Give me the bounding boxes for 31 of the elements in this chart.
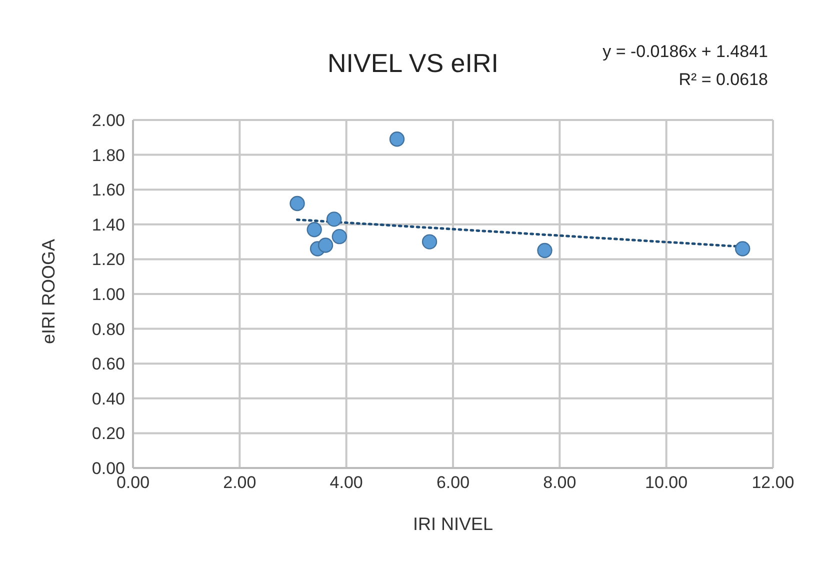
y-axis-title: eIRI ROOGA (38, 238, 58, 344)
x-tick-label: 8.00 (543, 473, 576, 492)
x-tick-label: 12.00 (752, 473, 794, 492)
point (735, 241, 750, 256)
y-tick-label: 0.60 (92, 354, 125, 374)
x-axis-title: IRI NIVEL (412, 514, 494, 534)
y-tick-label: 0.20 (92, 424, 125, 444)
text: y = -0.0186x + 1.4841 (602, 41, 768, 63)
point (332, 228, 347, 244)
y-tick-label: 1.00 (92, 285, 125, 304)
y-tick-label: 1.60 (92, 180, 125, 200)
y-tick-label: 0.40 (92, 389, 125, 408)
point (422, 234, 438, 250)
x-tick-label: 10.00 (645, 473, 688, 492)
point (306, 222, 322, 238)
x-tick-label: 6.00 (436, 473, 470, 492)
point (290, 196, 305, 212)
y-tick-label: 2.00 (92, 111, 125, 130)
y-tick-label: 0.80 (92, 320, 125, 339)
x-tick-label: 4.00 (330, 473, 363, 492)
x-tick-label: 2.00 (223, 473, 256, 492)
point (389, 132, 405, 147)
point (318, 238, 334, 253)
y-tick-label: 1.80 (92, 146, 125, 165)
text: R² = 0.0618 (678, 69, 768, 91)
y-tick-label: 1.20 (92, 250, 125, 270)
x-tick-label: 0.00 (116, 473, 150, 492)
chart-title: NIVEL VS eIRI (328, 48, 498, 78)
y-tick-label: 1.40 (92, 215, 125, 234)
point (537, 242, 552, 258)
point (326, 212, 342, 227)
